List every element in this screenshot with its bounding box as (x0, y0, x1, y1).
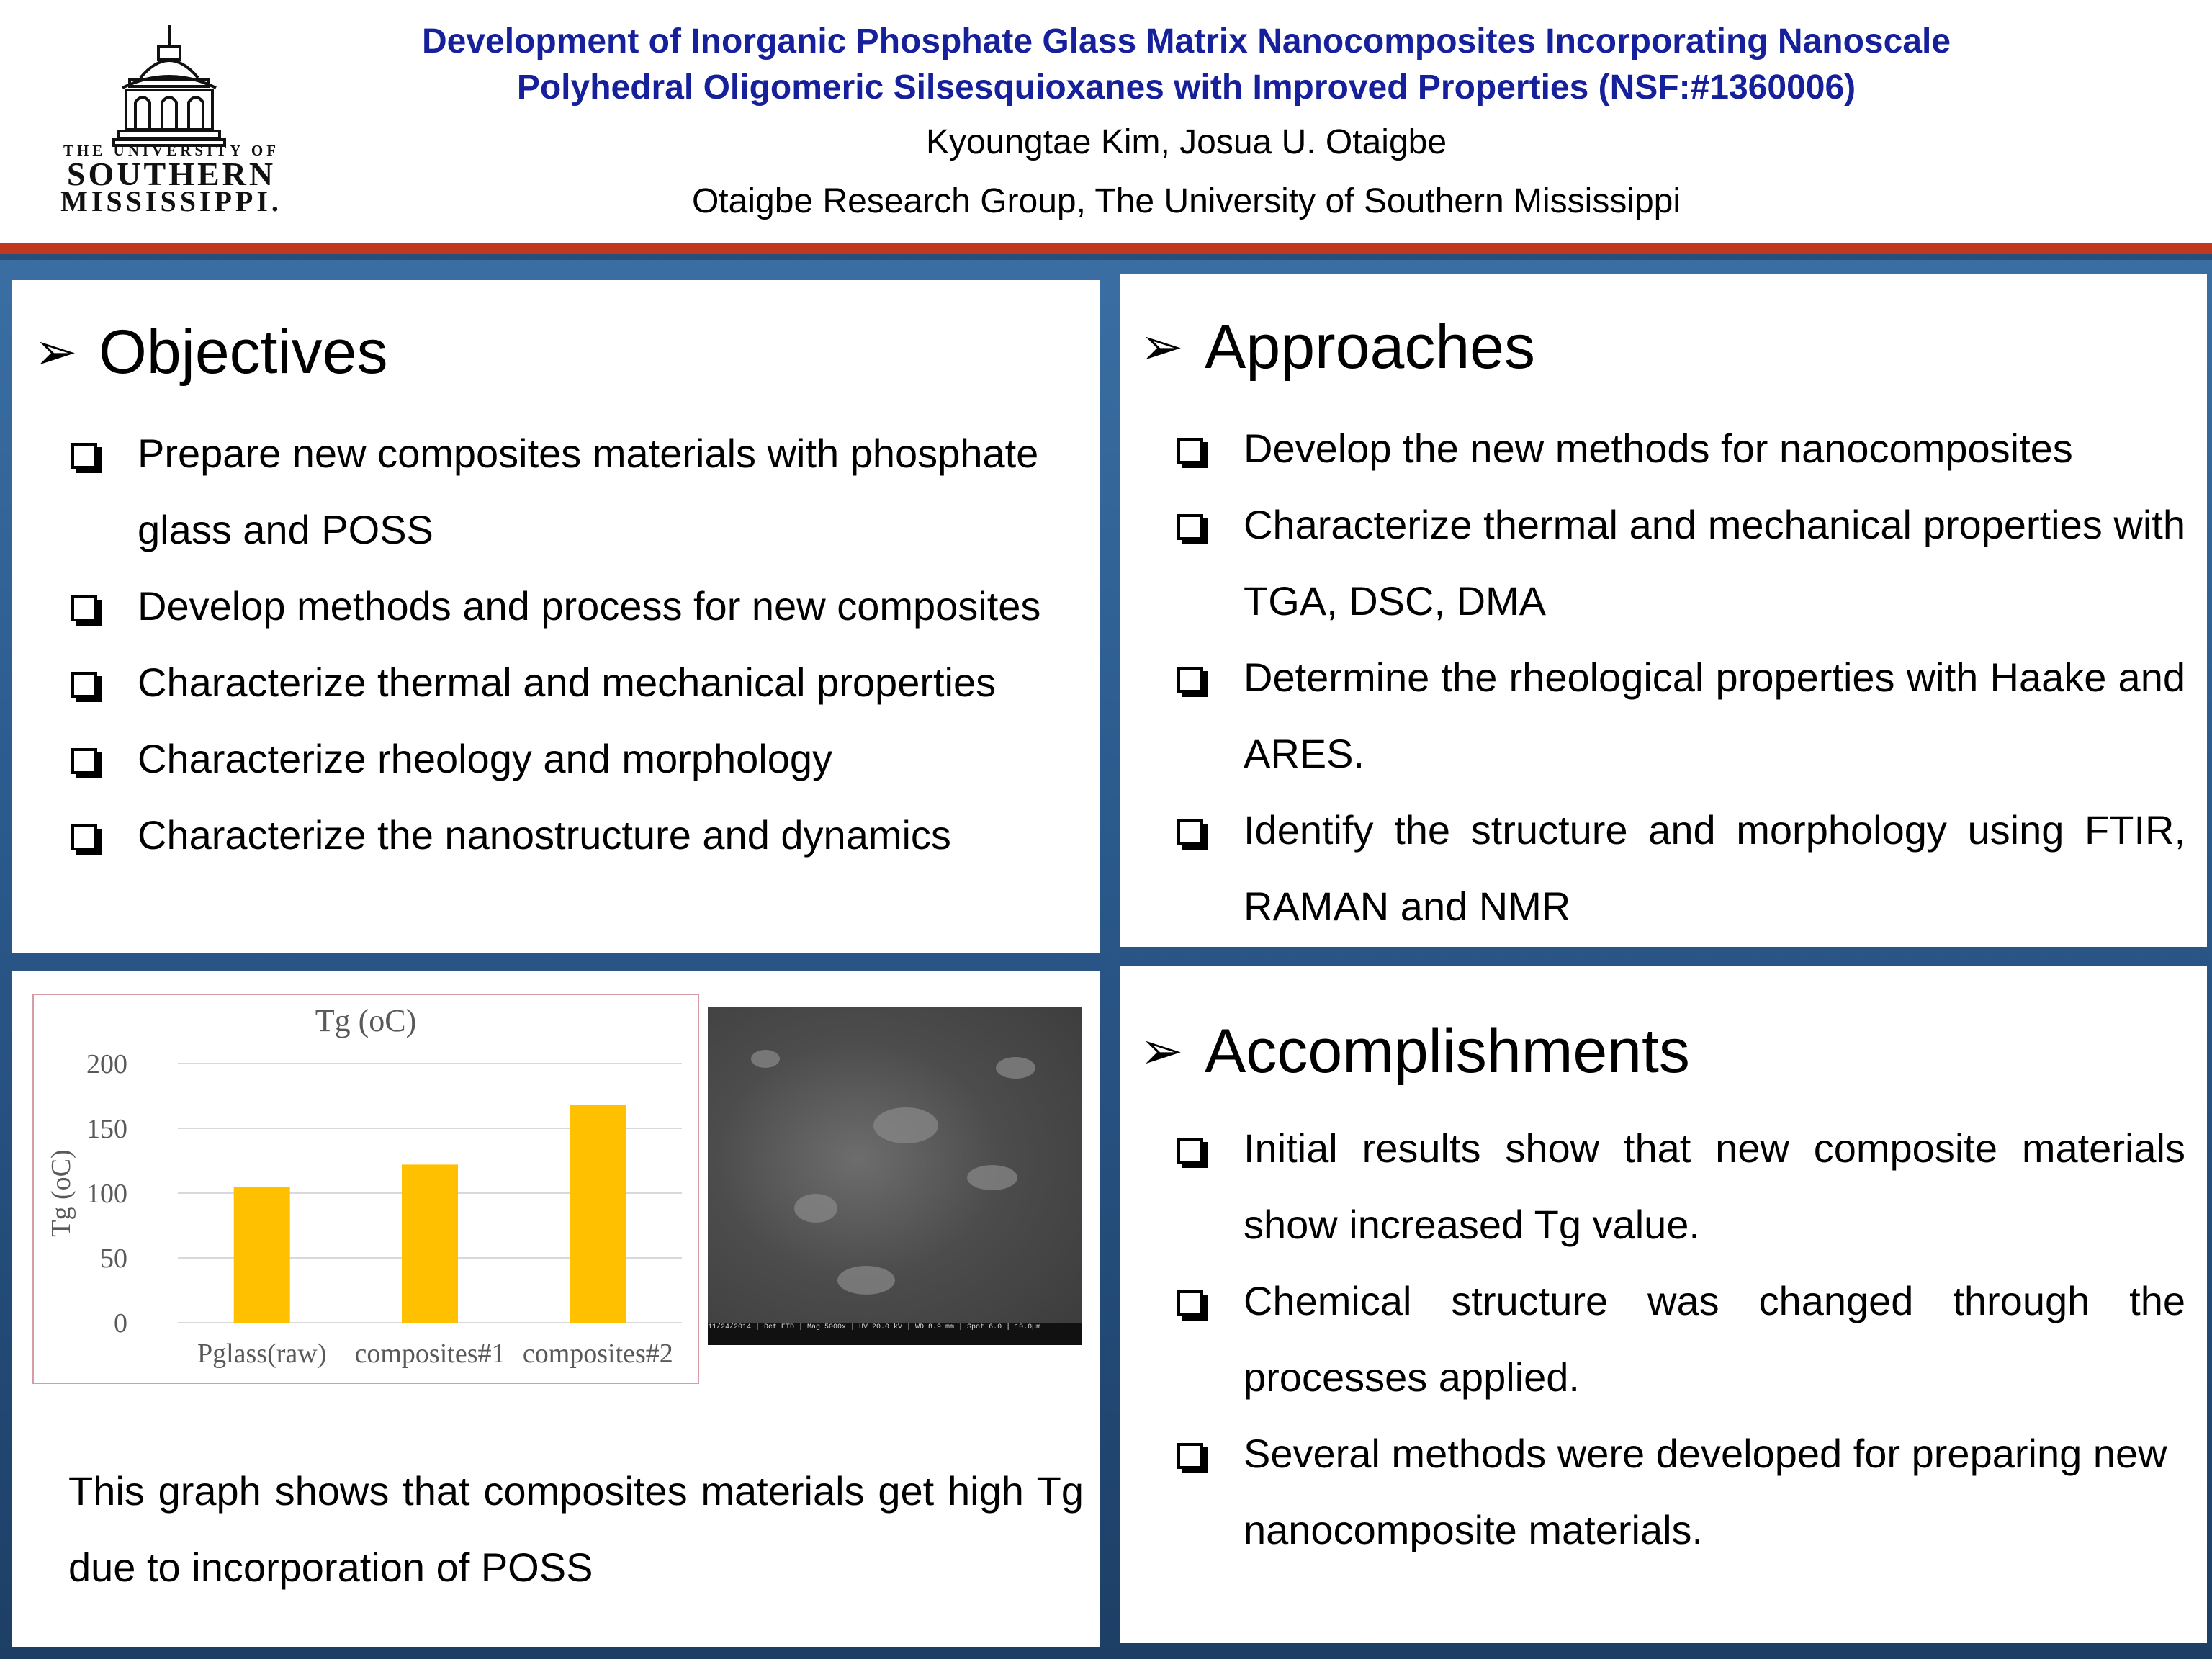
logo-text-line2: SOUTHERN (66, 156, 276, 192)
checkbox-bullet-icon (1177, 1290, 1203, 1316)
checkbox-bullet-icon (1177, 1138, 1203, 1164)
list-item: Several methods were developed for prepa… (1177, 1416, 2185, 1568)
sem-micrograph: 11/24/2014 | Det ETD | Mag 5000x | HV 20… (708, 1007, 1082, 1345)
title-line-1: Development of Inorganic Phosphate Glass… (421, 22, 1951, 60)
logo-text-line1: THE UNIVERSITY OF (63, 142, 280, 159)
checkbox-bullet-icon (1177, 667, 1203, 693)
bar (570, 1105, 626, 1323)
objectives-panel: ➢ Objectives Prepare new composites mater… (12, 280, 1100, 953)
poster-header: THE UNIVERSITY OF SOUTHERN MISSISSIPPI. … (0, 0, 2212, 243)
list-item: Characterize thermal and mechanical prop… (71, 644, 1083, 721)
accomplishments-heading: ➢ Accomplishments (1140, 1015, 1690, 1087)
arrow-bullet-icon: ➢ (1140, 318, 1184, 376)
accomplishments-list: Initial results show that new composite … (1177, 1110, 2185, 1568)
approaches-heading-text: Approaches (1205, 313, 1535, 382)
arrow-bullet-icon: ➢ (1140, 1022, 1184, 1080)
affiliation: Otaigbe Research Group, The University o… (691, 182, 1681, 220)
approaches-list: Develop the new methods for nanocomposit… (1177, 410, 2185, 945)
y-tick-label: 150 (86, 1114, 127, 1144)
checkbox-bullet-icon (71, 443, 97, 469)
approaches-panel: ➢ Approaches Develop the new methods for … (1120, 274, 2207, 947)
list-item: Prepare new composites materials with ph… (71, 415, 1083, 568)
list-item-text: Determine the rheological properties wit… (1244, 655, 2185, 776)
sem-particle (794, 1194, 837, 1223)
checkbox-bullet-icon (71, 595, 97, 621)
x-tick-label: Pglass(raw) (197, 1339, 326, 1369)
results-caption: This graph shows that composites materia… (68, 1468, 1084, 1590)
approaches-heading: ➢ Approaches (1140, 311, 1535, 383)
objectives-heading-text: Objectives (99, 318, 388, 387)
list-item: Develop methods and process for new comp… (71, 568, 1083, 644)
y-tick-label: 100 (86, 1179, 127, 1209)
logo-text-line3: MISSISSIPPI. (60, 185, 282, 217)
chart-svg: Tg (oC) 0 50 100 150 200 Tg (oC) Pglass(raw) com… (46, 1003, 682, 1369)
sem-particle (967, 1165, 1017, 1190)
checkbox-bullet-icon (1177, 514, 1203, 540)
arrow-bullet-icon: ➢ (34, 323, 78, 381)
list-item: Initial results show that new composite … (1177, 1110, 2185, 1263)
list-item: Characterize thermal and mechanical prop… (1177, 487, 2185, 639)
list-item-text: Characterize rheology and morphology (138, 736, 832, 781)
poster-title: Development of Inorganic Phosphate Glass… (317, 19, 2056, 111)
sem-particle (873, 1107, 938, 1143)
y-tick-label: 200 (86, 1049, 127, 1079)
results-panel: Tg (oC) 0 50 100 150 200 Tg (oC) Pglass(raw) com… (12, 971, 1100, 1647)
checkbox-bullet-icon (1177, 1443, 1203, 1469)
bar (233, 1187, 290, 1323)
list-item-text: Characterize the nanostructure and dynam… (138, 812, 951, 858)
accomplishments-heading-text: Accomplishments (1205, 1017, 1690, 1086)
list-item-text: Chemical structure was changed through t… (1244, 1278, 2185, 1400)
checkbox-bullet-icon (71, 748, 97, 774)
objectives-heading: ➢ Objectives (34, 316, 388, 388)
sem-info-bar: 11/24/2014 | Det ETD | Mag 5000x | HV 20… (708, 1323, 1082, 1345)
y-tick-label: 50 (100, 1244, 127, 1274)
title-line-2: Polyhedral Oligomeric Silsesquioxanes wi… (516, 68, 1856, 107)
checkbox-bullet-icon (71, 824, 97, 850)
list-item: Determine the rheological properties wit… (1177, 639, 2185, 792)
header-blue-divider (0, 254, 2212, 260)
list-item: Characterize rheology and morphology (71, 721, 1083, 797)
authors: Kyoungtae Kim, Josua U. Otaigbe (925, 123, 1447, 161)
sem-particle (751, 1050, 780, 1068)
checkbox-bullet-icon (1177, 819, 1203, 845)
list-item-text: Characterize thermal and mechanical prop… (138, 660, 997, 705)
objectives-list: Prepare new composites materials with ph… (71, 415, 1083, 873)
sem-particle (996, 1057, 1035, 1079)
list-item-text: Identify the structure and morphology us… (1244, 807, 2185, 929)
checkbox-bullet-icon (71, 672, 97, 698)
x-tick-label: composites#2 (523, 1339, 673, 1369)
list-item: Develop the new methods for nanocomposit… (1177, 410, 2185, 487)
chart-title: Tg (oC) (315, 1003, 417, 1038)
university-dome-logo-icon (112, 25, 226, 147)
list-item: Identify the structure and morphology us… (1177, 792, 2185, 945)
list-item: Chemical structure was changed through t… (1177, 1263, 2185, 1416)
y-axis-label: Tg (oC) (46, 1149, 76, 1236)
sem-particle (837, 1266, 895, 1295)
bar (402, 1164, 458, 1323)
list-item: Characterize the nanostructure and dynam… (71, 797, 1083, 873)
list-item-text: Initial results show that new composite … (1244, 1125, 2185, 1247)
x-tick-label: composites#1 (355, 1339, 505, 1369)
accomplishments-panel: ➢ Accomplishments Initial results show th… (1120, 966, 2207, 1643)
checkbox-bullet-icon (1177, 438, 1203, 464)
tg-bar-chart: Tg (oC) 0 50 100 150 200 Tg (oC) Pglass(raw) com… (32, 994, 699, 1384)
header-red-divider (0, 243, 2212, 254)
y-tick-label: 0 (114, 1308, 127, 1339)
list-item-text: Develop the new methods for nanocomposit… (1244, 426, 2073, 471)
list-item-text: Several methods were developed for prepa… (1244, 1431, 2167, 1552)
list-item-text: Prepare new composites materials with ph… (138, 431, 1039, 552)
list-item-text: Characterize thermal and mechanical prop… (1244, 502, 2185, 624)
list-item-text: Develop methods and process for new comp… (138, 583, 1041, 629)
